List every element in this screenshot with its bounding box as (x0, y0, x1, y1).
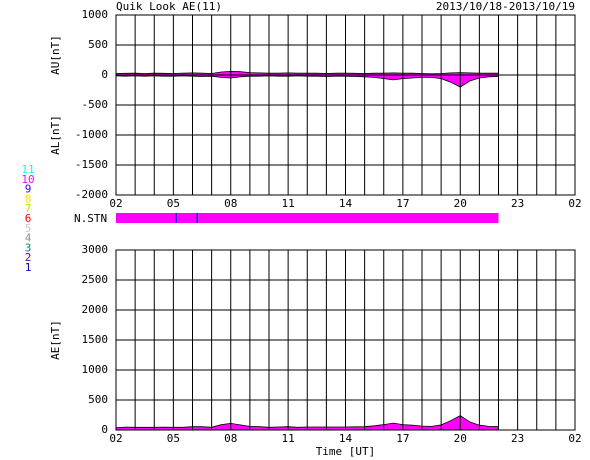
y-axis-label: AU[nT] (49, 35, 62, 75)
x-tick-label: 14 (339, 197, 353, 210)
y-axis-label: AL[nT] (49, 115, 62, 155)
x-tick-label: 20 (454, 432, 467, 445)
nstn-segment (196, 213, 199, 223)
legend-label: 8 (25, 192, 32, 205)
x-tick-label: 02 (568, 197, 581, 210)
x-tick-label: 05 (167, 432, 180, 445)
nstn-segment (177, 213, 197, 223)
y-axis-label: AE[nT] (49, 320, 62, 360)
x-tick-label: 17 (396, 432, 409, 445)
x-tick-label: 23 (511, 432, 524, 445)
x-tick-label: 23 (511, 197, 524, 210)
legend-label: 5 (25, 222, 32, 235)
y-tick-label: -500 (82, 98, 109, 111)
x-tick-label: 02 (568, 432, 581, 445)
nstn-label: N.STN (74, 212, 107, 225)
nstn-segment (198, 213, 499, 223)
y-tick-label: 3000 (82, 243, 109, 256)
chart-title: Quik Look AE(11) (116, 0, 222, 13)
y-tick-label: 500 (88, 38, 108, 51)
legend-label: 7 (25, 202, 32, 215)
y-tick-label: 2000 (82, 303, 109, 316)
y-tick-label: 500 (88, 393, 108, 406)
nstn-segment (116, 213, 176, 223)
x-tick-label: 17 (396, 197, 409, 210)
y-tick-label: 1500 (82, 333, 109, 346)
y-tick-label: 1000 (82, 8, 109, 21)
x-tick-label: 02 (109, 197, 122, 210)
y-tick-label: -2000 (75, 188, 108, 201)
plot-frame (115, 14, 576, 196)
legend-label: 9 (25, 183, 32, 196)
plot-frame (115, 249, 576, 431)
x-tick-label: 05 (167, 197, 180, 210)
date-range: 2013/10/18-2013/10/19 (436, 0, 575, 13)
legend-label: 3 (25, 241, 32, 254)
legend-label: 2 (25, 251, 32, 264)
legend-label: 1 (25, 261, 32, 274)
y-tick-label: 1000 (82, 363, 109, 376)
x-tick-label: 11 (282, 432, 295, 445)
legend-label: 6 (25, 212, 32, 225)
x-axis-label: Time [UT] (316, 445, 376, 458)
x-tick-label: 14 (339, 432, 353, 445)
x-tick-label: 11 (282, 197, 295, 210)
x-tick-label: 02 (109, 432, 122, 445)
x-tick-label: 08 (224, 432, 237, 445)
x-tick-label: 08 (224, 197, 237, 210)
legend-label: 10 (21, 173, 34, 186)
y-tick-label: -1500 (75, 158, 108, 171)
x-tick-label: 20 (454, 197, 467, 210)
legend-label: 4 (25, 232, 32, 245)
nstn-segment (175, 213, 178, 223)
y-tick-label: -1000 (75, 128, 108, 141)
y-tick-label: 0 (101, 68, 108, 81)
y-tick-label: 2500 (82, 273, 109, 286)
legend-label: 11 (21, 163, 34, 176)
y-tick-label: 0 (101, 423, 108, 436)
